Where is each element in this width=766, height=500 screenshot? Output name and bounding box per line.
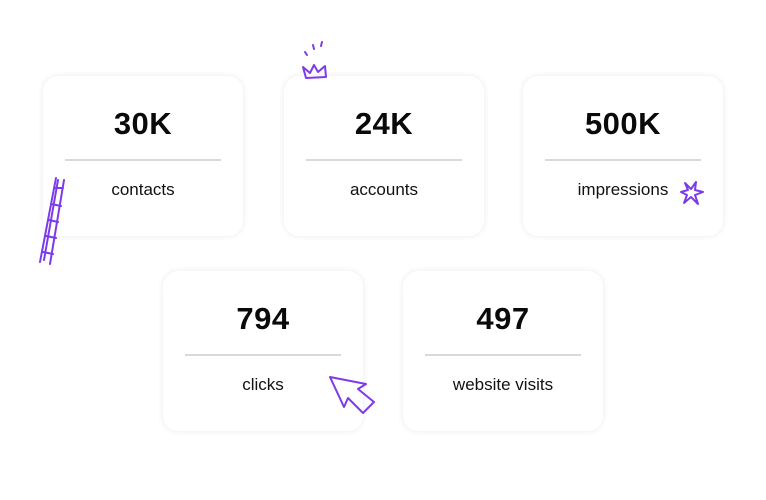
stat-value: 500K [584,106,662,141]
stat-label: impressions [577,180,669,199]
crown-icon [302,41,327,79]
divider [65,159,221,161]
stat-value: 24K [354,106,414,141]
divider [425,354,581,356]
divider [545,159,701,161]
stat-label: contacts [111,180,175,199]
stat-card-clicks: 794 clicks [162,270,364,432]
stat-value: 497 [476,301,530,336]
stat-value: 794 [236,301,290,336]
sparkle-icon [680,181,704,205]
stat-card-accounts: 24K accounts [283,75,485,237]
divider [185,354,341,356]
cursor-arrow-icon [329,376,375,414]
stat-label: accounts [349,180,419,199]
divider [306,159,462,161]
stat-card-contacts: 30K contacts [42,75,244,237]
stat-label: clicks [242,375,284,394]
stat-value: 30K [113,106,173,141]
stat-label: website visits [452,375,554,394]
stat-card-website-visits: 497 website visits [402,270,604,432]
stat-card-impressions: 500K impressions [522,75,724,237]
ladder-icon [39,177,65,265]
